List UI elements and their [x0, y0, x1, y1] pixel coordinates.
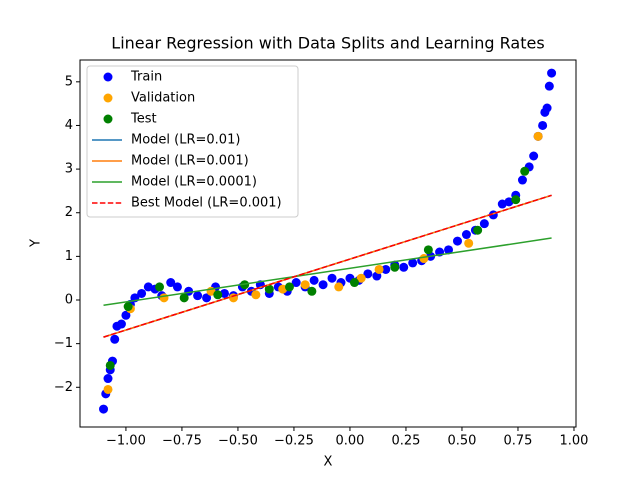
point	[166, 278, 176, 288]
point	[349, 278, 359, 288]
point	[264, 284, 274, 294]
legend-label: Model (LR=0.0001)	[131, 175, 257, 190]
point	[529, 151, 539, 161]
point	[374, 264, 384, 274]
point	[123, 302, 133, 312]
legend-label: Model (LR=0.01)	[131, 133, 240, 148]
legend-label: Best Model (LR=0.001)	[131, 196, 282, 211]
point	[110, 334, 120, 344]
point	[419, 254, 429, 264]
legend-marker	[103, 72, 113, 82]
point	[461, 230, 471, 240]
y-tick-label: 0	[65, 293, 73, 308]
point	[307, 286, 317, 296]
point	[547, 68, 557, 78]
y-tick-label: 3	[65, 162, 73, 177]
point	[473, 225, 483, 235]
x-tick-label: 0.00	[335, 434, 364, 449]
point	[193, 291, 203, 301]
point	[381, 264, 391, 274]
point	[318, 280, 328, 290]
x-tick-label: 0.50	[447, 434, 476, 449]
legend-box	[86, 65, 299, 218]
legend-marker	[103, 114, 113, 124]
point	[517, 175, 527, 185]
point	[334, 282, 344, 292]
point	[479, 219, 489, 229]
point	[172, 282, 182, 292]
x-tick-label: −0.25	[274, 434, 314, 449]
point	[103, 384, 113, 394]
point	[356, 273, 366, 283]
point	[390, 262, 400, 272]
point	[251, 290, 261, 300]
point	[300, 280, 310, 290]
point	[327, 273, 337, 283]
point	[284, 282, 294, 292]
point	[219, 288, 229, 298]
point	[121, 310, 131, 320]
point	[538, 120, 548, 130]
chart-title: Linear Regression with Data Splits and L…	[111, 34, 544, 53]
point	[103, 374, 113, 384]
point	[213, 290, 223, 300]
legend-label: Train	[130, 70, 162, 85]
model-line	[103, 194, 552, 338]
point	[408, 258, 418, 268]
x-tick-label: −0.50	[218, 434, 258, 449]
x-tick-label: −0.75	[162, 434, 202, 449]
point	[116, 319, 126, 329]
y-tick-label: −2	[54, 380, 73, 395]
point	[520, 166, 530, 176]
legend-label: Model (LR=0.001)	[131, 154, 249, 169]
point	[291, 278, 301, 288]
point	[99, 404, 109, 414]
point	[105, 360, 115, 370]
point	[542, 103, 552, 113]
x-tick-label: 0.25	[391, 434, 420, 449]
plot-area	[99, 68, 557, 414]
x-tick-label: 0.75	[503, 434, 532, 449]
legend-marker	[103, 93, 113, 103]
point	[464, 238, 474, 248]
y-tick-label: 4	[65, 118, 73, 133]
x-tick-label: 1.00	[560, 434, 589, 449]
y-tick-label: 2	[65, 205, 73, 220]
point	[363, 269, 373, 279]
point	[511, 195, 521, 205]
point	[399, 262, 409, 272]
y-tick-label: −1	[54, 336, 73, 351]
y-tick-label: 1	[65, 249, 73, 264]
y-axis-label: Y	[29, 239, 44, 248]
point	[155, 282, 165, 292]
legend-label: Validation	[131, 91, 195, 106]
legend-label: Test	[130, 112, 157, 127]
point	[309, 275, 319, 285]
point	[423, 245, 433, 255]
point	[159, 293, 169, 303]
axes-frame	[79, 59, 577, 428]
point	[179, 293, 189, 303]
point	[452, 236, 462, 246]
point	[533, 131, 543, 141]
y-tick-label: 5	[65, 74, 73, 89]
model-line	[103, 237, 552, 306]
point	[544, 81, 554, 91]
x-tick-label: −1.00	[106, 434, 146, 449]
x-axis-label: X	[324, 455, 333, 470]
point	[202, 293, 212, 303]
point	[444, 245, 454, 255]
point	[137, 288, 147, 298]
